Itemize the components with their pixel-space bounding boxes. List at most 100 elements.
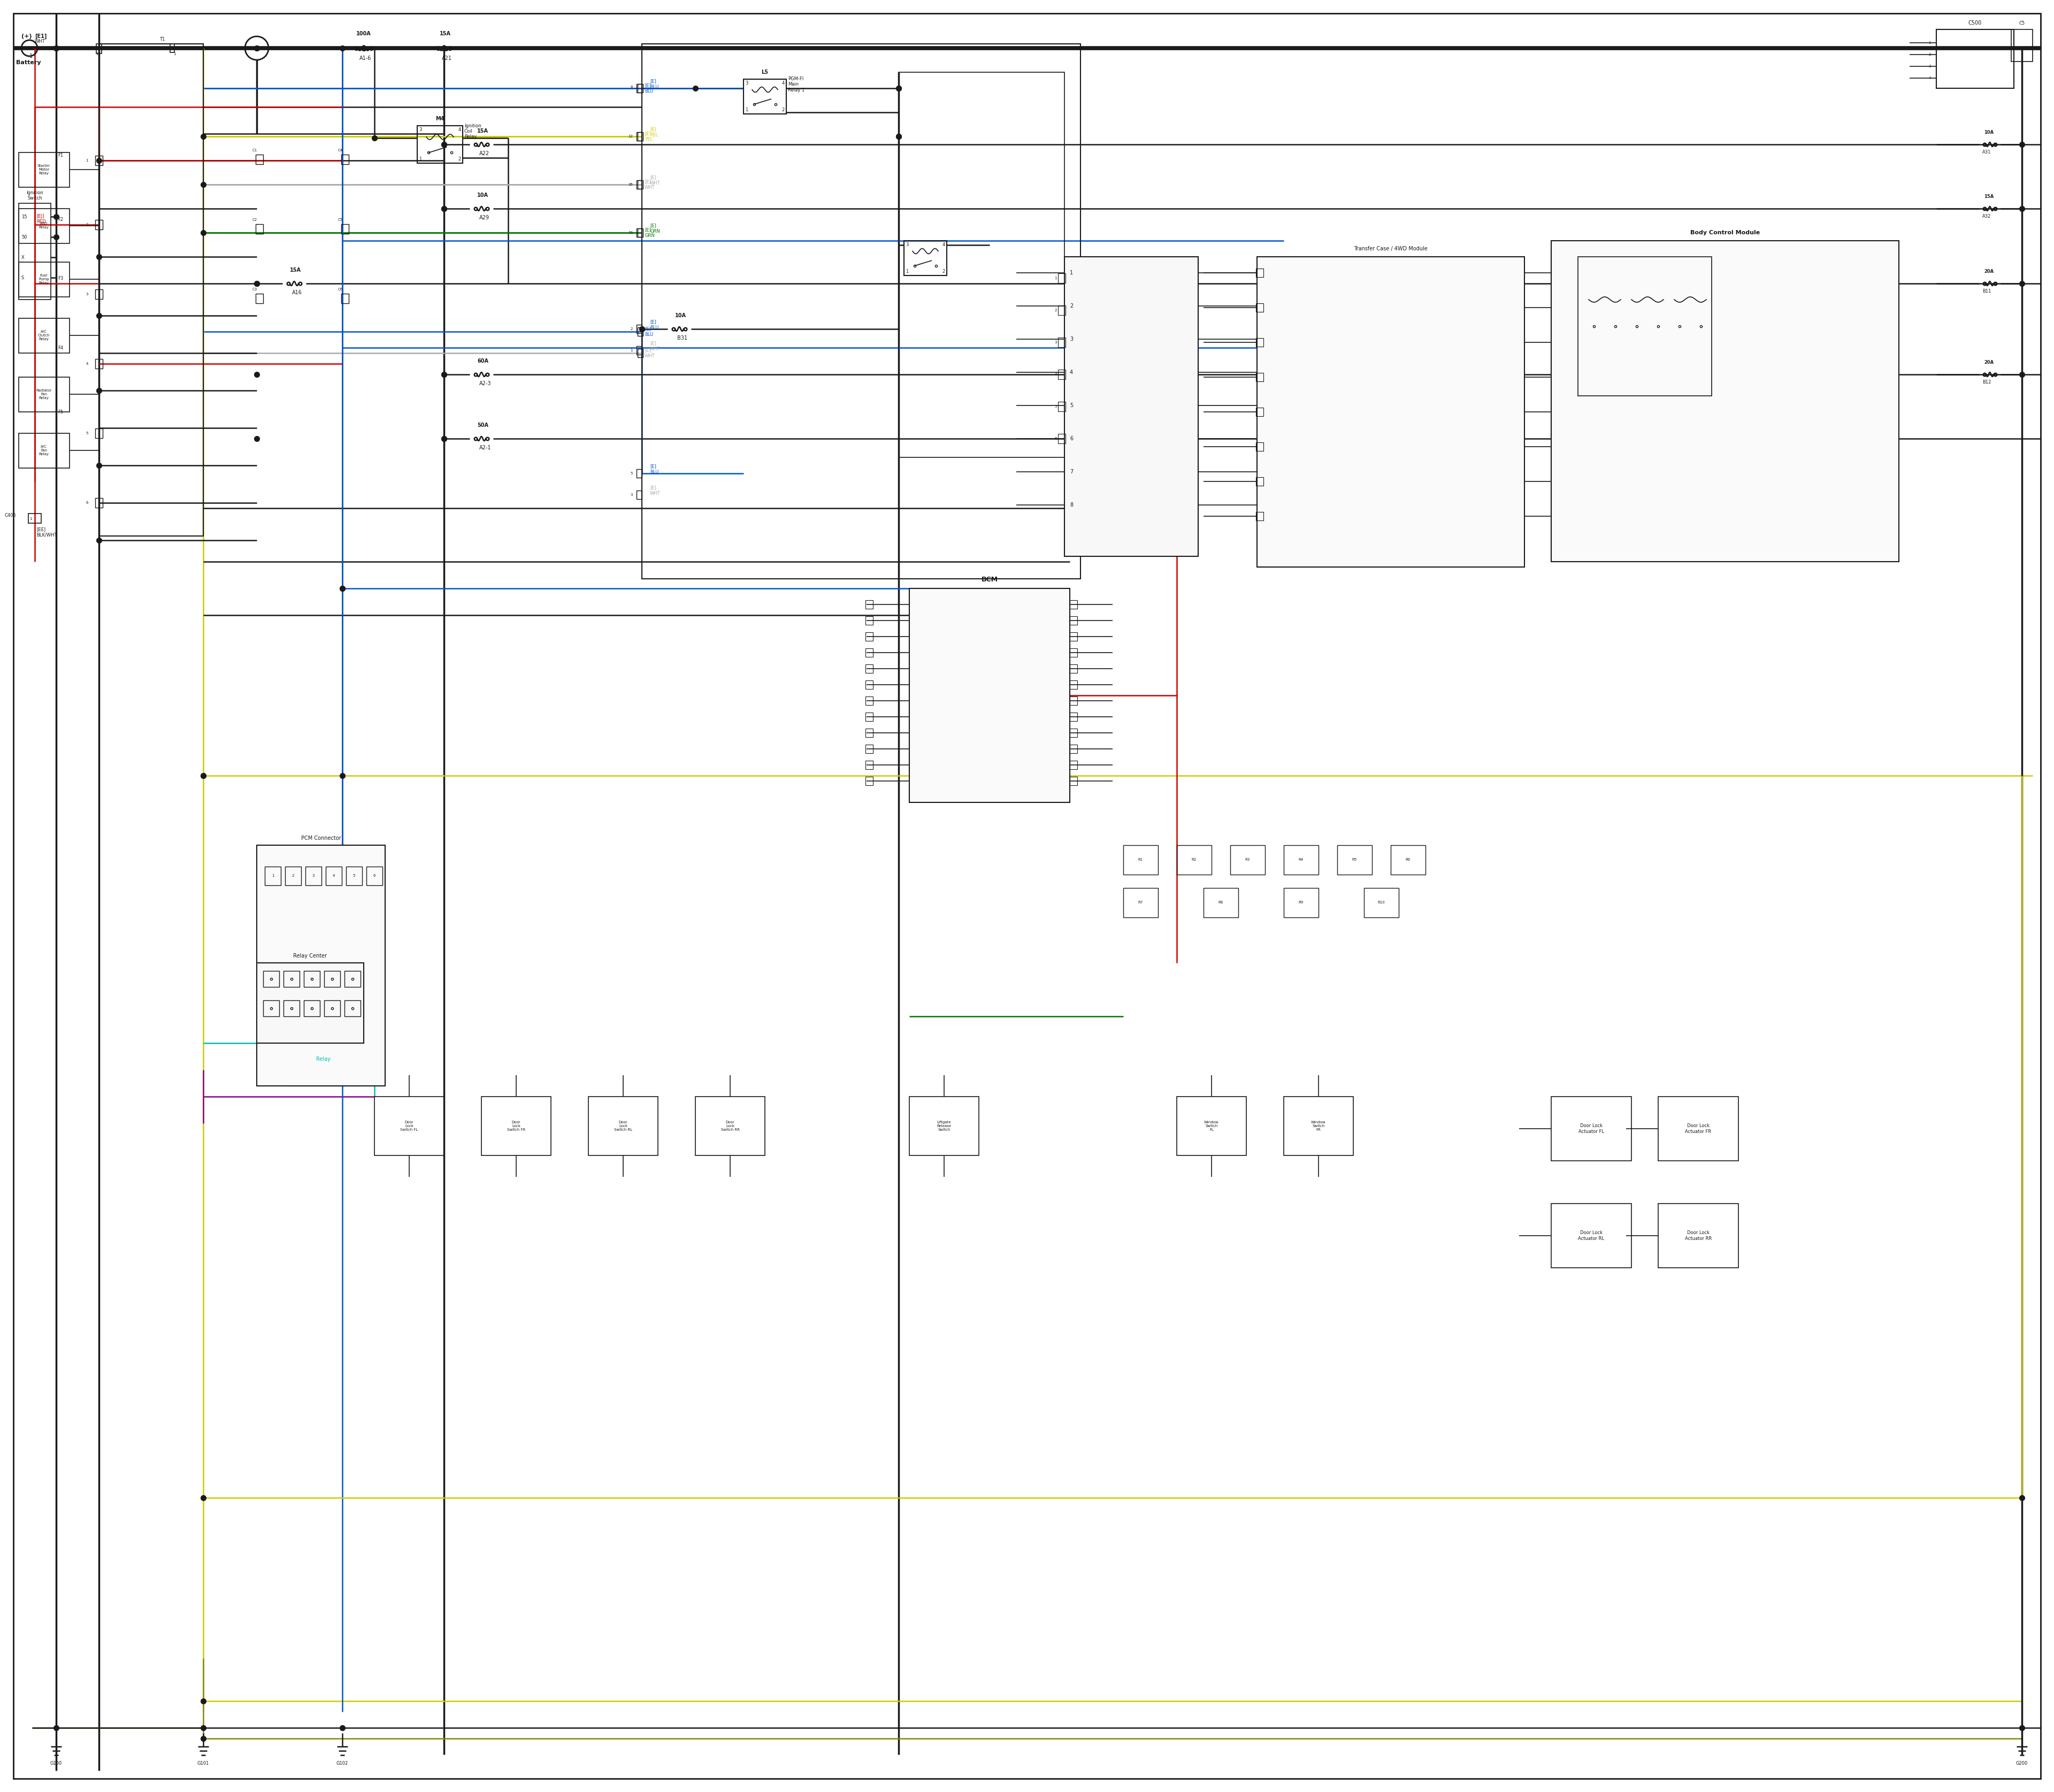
Bar [255, 294, 263, 303]
Bar [1124, 846, 1158, 874]
Bar [1177, 846, 1212, 874]
Text: 2: 2 [783, 108, 785, 113]
Text: C3: C3 [253, 289, 257, 290]
Bar [18, 152, 70, 186]
Bar [1058, 337, 1066, 348]
Text: F5: F5 [58, 410, 64, 414]
Bar [345, 1000, 362, 1016]
Text: Door
Lock
Switch FR: Door Lock Switch FR [507, 1120, 526, 1131]
Text: 1: 1 [631, 349, 633, 351]
Text: 2: 2 [1054, 308, 1058, 312]
Text: R1: R1 [1138, 858, 1142, 862]
Text: [E]
WHT: [E] WHT [649, 340, 661, 351]
Text: Door Lock
Actuator RL: Door Lock Actuator RL [1577, 1231, 1604, 1240]
Text: Window
Switch
FL: Window Switch FL [1204, 1120, 1218, 1131]
Text: F4: F4 [58, 346, 64, 351]
Bar [1284, 1097, 1354, 1156]
Bar [304, 971, 320, 987]
Text: Transfer Case / 4WD Module: Transfer Case / 4WD Module [1354, 246, 1428, 251]
Bar [1658, 1097, 1738, 1161]
Bar [865, 616, 873, 625]
Text: 5: 5 [1070, 403, 1072, 409]
Bar [1255, 513, 1263, 520]
Bar [637, 324, 641, 333]
Bar [637, 84, 643, 93]
Text: 15: 15 [97, 52, 101, 56]
Text: 1: 1 [173, 52, 175, 56]
Text: 20A: 20A [1984, 269, 1994, 274]
Text: [E1]: [E1] [35, 34, 47, 39]
Text: 2: 2 [631, 328, 633, 330]
Bar [1058, 305, 1066, 315]
Bar [255, 224, 263, 233]
Text: 8: 8 [1070, 502, 1072, 507]
Text: R9: R9 [1298, 901, 1304, 903]
Text: G200: G200 [2015, 1762, 2027, 1765]
Bar [1551, 240, 1898, 561]
Text: R5: R5 [1352, 858, 1358, 862]
Bar [1070, 760, 1076, 769]
Text: C5: C5 [337, 219, 343, 222]
Bar [637, 133, 643, 142]
Bar [283, 1000, 300, 1016]
Text: [E]
BLU: [E] BLU [645, 82, 653, 93]
Text: 3: 3 [86, 292, 88, 296]
Text: A21: A21 [442, 56, 452, 61]
Text: [E]
YEL: [E] YEL [649, 127, 657, 138]
Bar [587, 1097, 657, 1156]
Text: A/C
Clutch
Relay: A/C Clutch Relay [37, 330, 49, 340]
Bar [1255, 339, 1263, 346]
Bar [637, 181, 641, 188]
Bar [1337, 846, 1372, 874]
Bar [637, 84, 641, 93]
Bar [865, 600, 873, 609]
Text: 3: 3 [312, 874, 314, 878]
Text: Ignition
Switch: Ignition Switch [27, 190, 43, 201]
Text: 6: 6 [1070, 435, 1072, 441]
Text: 19: 19 [629, 231, 633, 235]
Bar [257, 846, 386, 1086]
Bar [2011, 29, 2033, 61]
Text: 4: 4 [1070, 369, 1072, 375]
Bar [1364, 889, 1399, 918]
Text: C5: C5 [2019, 22, 2025, 25]
Text: X: X [21, 254, 25, 260]
Text: 4: 4 [783, 81, 785, 86]
Bar [94, 428, 103, 437]
Text: BCM: BCM [982, 575, 998, 582]
Bar [641, 43, 1080, 579]
Text: C500: C500 [1968, 20, 1982, 25]
Bar [1204, 889, 1239, 918]
Text: G101: G101 [197, 1762, 210, 1765]
Text: 1: 1 [906, 269, 908, 274]
Text: F2: F2 [58, 217, 64, 222]
Text: 2: 2 [292, 874, 294, 878]
Text: 60A: 60A [477, 358, 489, 364]
Text: 3: 3 [746, 81, 748, 86]
Bar [637, 181, 643, 188]
Text: Liftgate
Release
Switch: Liftgate Release Switch [937, 1120, 951, 1131]
Text: 1: 1 [1929, 41, 1931, 45]
Text: 6: 6 [374, 874, 376, 878]
Text: Starter
Motor
Relay: Starter Motor Relay [37, 165, 49, 176]
Text: [E]
BLU: [E] BLU [649, 464, 659, 475]
Text: C2: C2 [253, 219, 257, 222]
Text: [E]
WHT: [E] WHT [649, 486, 661, 496]
Text: R6: R6 [1405, 858, 1411, 862]
Text: [E]
BLU: [E] BLU [649, 319, 659, 330]
Text: 2: 2 [86, 222, 88, 226]
Bar [637, 133, 641, 142]
Bar [865, 665, 873, 674]
Bar [481, 1097, 550, 1156]
Text: 4: 4 [1929, 77, 1931, 79]
Bar [341, 294, 349, 303]
Text: PCM Connector: PCM Connector [302, 835, 341, 840]
Text: C406: C406 [4, 513, 16, 518]
Bar [18, 202, 51, 299]
Text: A22: A22 [479, 151, 489, 156]
Bar [865, 681, 873, 688]
Text: [E]
GRN: [E] GRN [649, 224, 659, 233]
Bar [1255, 443, 1263, 452]
Bar [1058, 369, 1066, 380]
Bar [1070, 600, 1076, 609]
